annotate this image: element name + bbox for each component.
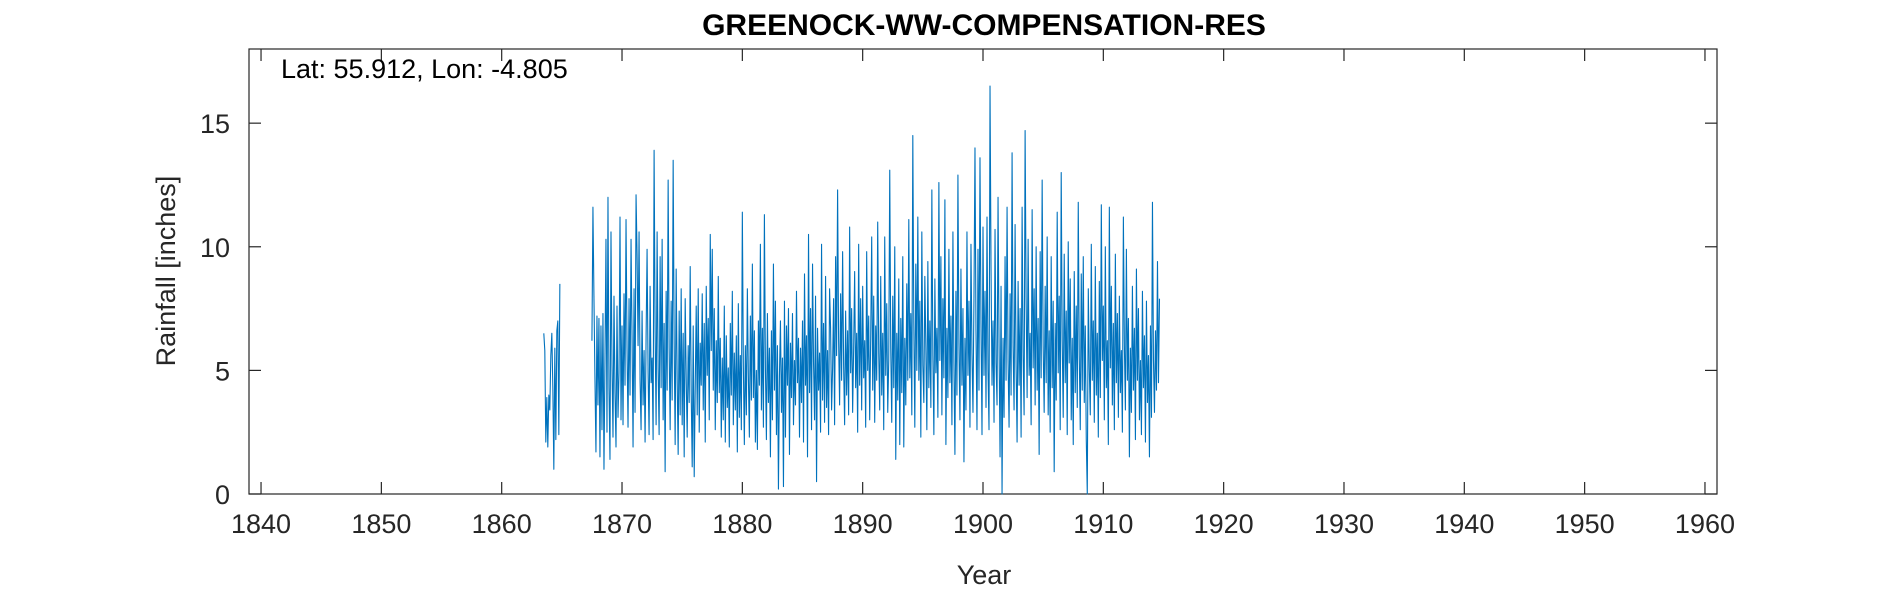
y-tick-label: 10 <box>200 233 230 263</box>
x-tick-label: 1950 <box>1555 509 1615 539</box>
series-layer <box>543 85 1161 495</box>
chart-title: GREENOCK-WW-COMPENSATION-RES <box>702 9 1266 42</box>
x-tick-label: 1840 <box>231 509 291 539</box>
x-tick-label: 1960 <box>1675 509 1735 539</box>
x-tick-label: 1860 <box>472 509 532 539</box>
x-tick-label: 1920 <box>1194 509 1254 539</box>
rainfall-series-line-segment-2 <box>591 85 1161 495</box>
location-annotation: Lat: 55.912, Lon: -4.805 <box>281 54 568 84</box>
y-tick-label: 15 <box>200 109 230 139</box>
x-tick-label: 1870 <box>592 509 652 539</box>
x-tick-label: 1890 <box>833 509 893 539</box>
y-axis-label: Rainfall [inches] <box>151 176 181 367</box>
x-tick-label: 1930 <box>1314 509 1374 539</box>
x-tick-label: 1880 <box>712 509 772 539</box>
y-tick-label: 0 <box>215 480 230 510</box>
x-axis-label: Year <box>957 560 1012 590</box>
x-tick-label: 1910 <box>1073 509 1133 539</box>
x-tick-label: 1940 <box>1434 509 1494 539</box>
axis-ticks: 1840 1850 1860 1870 1880 1890 1900 1910 1920 1930… <box>200 49 1735 539</box>
y-tick-label: 5 <box>215 356 230 386</box>
x-tick-label: 1850 <box>351 509 411 539</box>
rainfall-series-line-segment-1 <box>543 283 561 470</box>
x-tick-label: 1900 <box>953 509 1013 539</box>
